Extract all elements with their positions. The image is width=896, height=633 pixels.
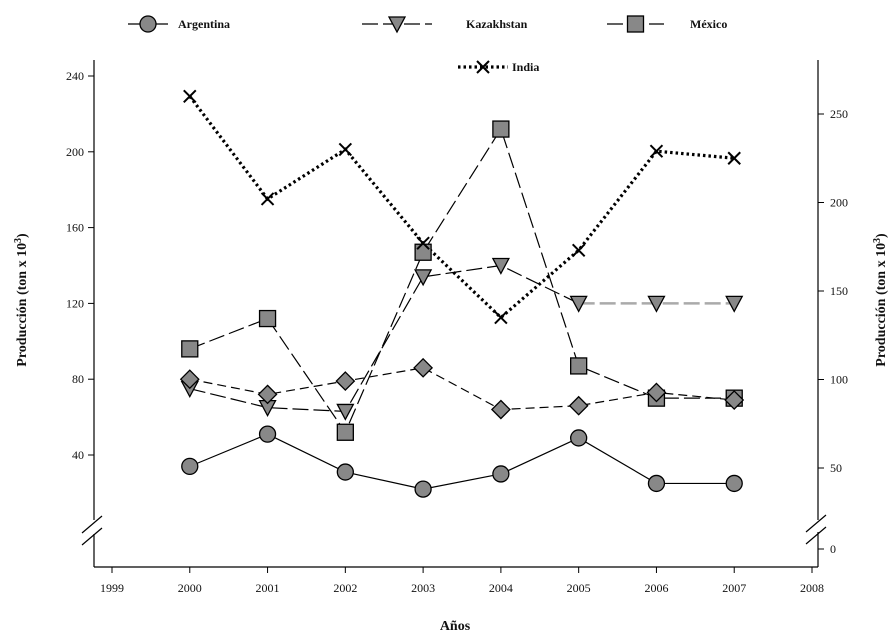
y-tick-left-label: 240: [66, 69, 84, 83]
point-u-s-a: [257, 384, 278, 405]
series-markers: [179, 89, 745, 498]
x-tick-label: 2005: [567, 581, 591, 595]
point-argentina: [336, 463, 354, 481]
legend-label-kazakhstan: Kazakhstan: [466, 17, 528, 31]
point-u-s-a: [724, 390, 745, 410]
marker-stroke: [183, 89, 197, 104]
x-tick-label: 2006: [644, 581, 668, 595]
y-tick-right-label: 50: [830, 461, 842, 475]
point-u-s-a: [646, 382, 667, 403]
marker-stroke: [416, 236, 430, 250]
point-u-s-a: [335, 371, 356, 392]
axes: 40 80 120 160 200 240 0 50 100 150 200 250 1999 2000 2…: [66, 60, 848, 595]
y-tick-left-label: 40: [72, 448, 84, 462]
marker-stroke: [476, 60, 490, 74]
legend-marker-india: [476, 60, 490, 74]
point-u-s-a: [568, 395, 589, 416]
y-axis-title-left-sup: 3: [13, 238, 24, 243]
legend-marker-kazakhstan: [387, 16, 407, 34]
point-kazakhstan: [725, 295, 744, 313]
legend-marker-argentina: [139, 15, 157, 33]
point-kazakhstan: [336, 403, 355, 421]
y-tick-left-label: 120: [66, 296, 84, 310]
x-tick-label: 2000: [178, 581, 202, 595]
point-mexico: [414, 243, 432, 261]
point-india: [260, 192, 275, 206]
point-u-s-a: [490, 399, 511, 420]
point-india: [183, 89, 197, 104]
point-argentina: [414, 480, 432, 498]
point-india: [494, 310, 508, 325]
x-tick-label: 2001: [256, 581, 280, 595]
y-axis-title-left: Producción (ton x 103): [13, 233, 30, 367]
point-mexico: [570, 357, 588, 375]
x-tick-label: 2002: [333, 581, 357, 595]
point-mexico: [492, 120, 510, 138]
x-tick-label: 2004: [489, 581, 513, 595]
legend-marker-mexico: [626, 15, 645, 33]
x-tick-label: 2007: [722, 581, 746, 595]
y-tick-right-label: 250: [830, 107, 848, 121]
point-argentina: [647, 474, 666, 493]
marker-stroke: [494, 310, 508, 325]
y-tick-left-label: 200: [66, 145, 84, 159]
series-line-argentina: [189, 433, 735, 490]
marker-stroke: [649, 144, 664, 158]
series-line-india: [188, 95, 735, 320]
marker-stroke: [571, 243, 586, 257]
point-argentina: [181, 457, 199, 476]
series-line-mexico: [189, 127, 735, 434]
point-argentina: [570, 429, 588, 447]
series-line-kazakhstan: [189, 264, 579, 413]
y-axis-right-break-mark: [805, 526, 827, 545]
point-kazakhstan: [647, 295, 666, 313]
x-axis-title: Años: [440, 619, 471, 633]
y-tick-left-label: 80: [72, 372, 84, 386]
marker-stroke: [260, 192, 275, 206]
point-mexico: [258, 309, 277, 328]
x-tick-label: 2003: [411, 581, 435, 595]
point-india: [727, 151, 741, 165]
legend-label-mexico: México: [690, 17, 727, 31]
series-line-u-s-a: [189, 367, 735, 411]
point-india: [649, 144, 664, 158]
point-argentina: [258, 425, 277, 443]
x-tick-label: 2008: [800, 581, 824, 595]
y-axis-left-break-mark: [81, 515, 103, 534]
legend-label-argentina: Argentina: [178, 17, 230, 31]
y-axis-title-right: Producción (ton x 103): [872, 233, 889, 367]
y-axis-right-break-mark: [805, 514, 827, 533]
point-u-s-a: [413, 357, 434, 378]
point-argentina: [725, 474, 743, 493]
point-india: [338, 142, 353, 157]
y-tick-right-label: 100: [830, 373, 848, 387]
point-kazakhstan: [414, 269, 433, 287]
point-india: [416, 236, 430, 250]
y-tick-right-label: 150: [830, 284, 848, 298]
y-axis-left-break-mark: [81, 527, 103, 546]
y-tick-left-label: 160: [66, 221, 84, 235]
marker-stroke: [338, 142, 353, 157]
marker-stroke: [727, 151, 741, 165]
point-argentina: [492, 465, 510, 483]
x-tick-label: 1999: [100, 581, 124, 595]
point-kazakhstan: [491, 257, 510, 275]
legend: Argentina Kazakhstan México India: [128, 15, 727, 74]
point-india: [571, 243, 586, 257]
y-tick-right-label: 0: [830, 542, 836, 556]
point-mexico: [336, 423, 354, 441]
y-tick-right-label: 200: [830, 196, 848, 210]
point-u-s-a: [179, 369, 200, 390]
y-axis-title-right-sup: 3: [872, 238, 883, 243]
point-mexico: [181, 340, 199, 358]
point-kazakhstan: [569, 295, 588, 313]
legend-label-india: India: [512, 60, 539, 74]
